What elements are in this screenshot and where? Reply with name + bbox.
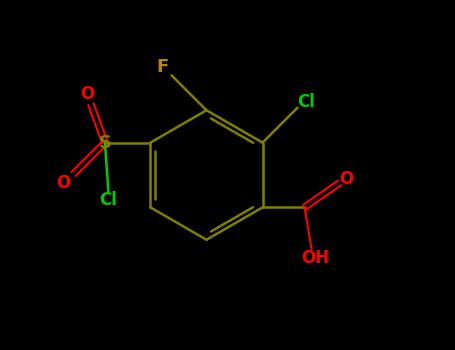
Text: O: O: [80, 85, 95, 103]
Text: O: O: [56, 174, 70, 192]
Text: F: F: [157, 57, 169, 76]
Text: O: O: [339, 170, 353, 188]
Text: S: S: [98, 134, 111, 152]
Text: Cl: Cl: [100, 191, 117, 209]
Text: OH: OH: [301, 249, 329, 267]
Text: Cl: Cl: [298, 93, 315, 111]
